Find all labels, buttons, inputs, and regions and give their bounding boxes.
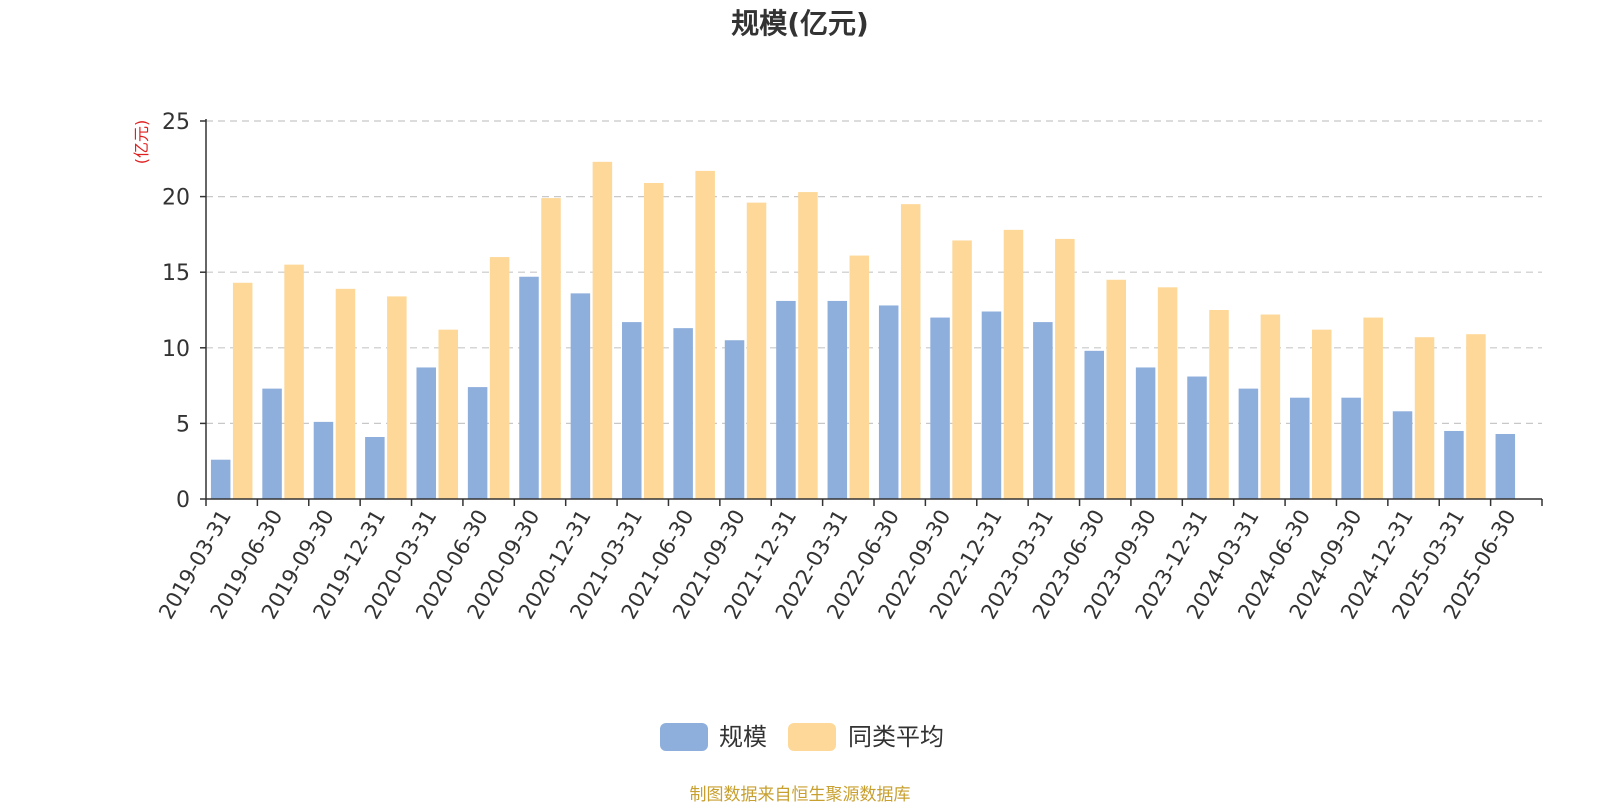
y-tick-label: 15 xyxy=(162,261,190,286)
bar-scale xyxy=(930,317,950,499)
y-tick-labels: 0 5 10 15 20 25 xyxy=(162,110,190,513)
bar-average xyxy=(644,182,664,499)
y-tick-label: 25 xyxy=(162,110,190,135)
bar-scale xyxy=(313,421,334,499)
bar-average xyxy=(1363,317,1383,499)
bar-average xyxy=(541,198,561,499)
bar-average xyxy=(387,296,407,499)
bar-average xyxy=(592,161,613,499)
bar-scale xyxy=(210,459,231,499)
legend-label-average: 同类平均 xyxy=(848,723,944,751)
bar-average xyxy=(1414,337,1435,499)
bar-average xyxy=(232,282,253,499)
legend-label-scale: 规模 xyxy=(719,723,767,751)
bar-scale xyxy=(724,340,745,499)
bar-scale xyxy=(416,367,436,499)
bar-scale xyxy=(1495,433,1516,499)
y-tick-label: 20 xyxy=(162,186,190,211)
bar-scale xyxy=(878,305,899,499)
bar-scale xyxy=(1084,350,1104,499)
bar-scale xyxy=(622,322,642,499)
bar-scale xyxy=(1135,367,1156,499)
bar-average xyxy=(438,329,458,499)
bar-scale xyxy=(1238,388,1259,499)
bar-scale xyxy=(1444,430,1464,499)
legend: 规模 同类平均 xyxy=(660,723,944,751)
y-tick-label: 5 xyxy=(176,412,190,437)
bar-scale xyxy=(1290,397,1310,499)
bar-scale xyxy=(1033,322,1053,499)
y-tick-label: 10 xyxy=(162,337,190,362)
bar-scale xyxy=(467,387,488,499)
bar-scale xyxy=(1392,411,1413,499)
bar-average xyxy=(900,204,921,499)
bar-scale xyxy=(1341,397,1361,499)
y-tick-label: 0 xyxy=(176,488,190,513)
bar-average xyxy=(1312,329,1332,499)
bar-average xyxy=(1260,314,1281,499)
bar-average xyxy=(746,202,767,499)
bars xyxy=(210,161,1516,499)
bar-scale xyxy=(519,276,539,499)
x-tick-labels: 2019-03-312019-06-302019-09-302019-12-31… xyxy=(154,505,1520,623)
legend-swatch-scale xyxy=(660,723,708,751)
bar-scale xyxy=(262,388,282,499)
bar-average xyxy=(1466,334,1486,499)
chart-title: 规模(亿元) xyxy=(731,7,869,40)
bar-scale xyxy=(365,437,385,499)
bar-average xyxy=(335,288,356,499)
data-source-note: 制图数据来自恒生聚源数据库 xyxy=(689,785,911,805)
bar-scale xyxy=(827,300,848,499)
bar-average xyxy=(849,255,870,499)
axes xyxy=(200,119,1543,506)
y-axis-label: (亿元) xyxy=(132,120,151,165)
bar-average xyxy=(952,240,972,499)
bar-average xyxy=(1055,238,1075,499)
bar-average xyxy=(1157,287,1178,499)
bar-scale xyxy=(570,293,591,499)
bar-scale xyxy=(673,328,693,499)
bar-average xyxy=(489,257,510,499)
bar-average xyxy=(284,264,304,499)
bar-average xyxy=(1003,229,1024,499)
bar-scale xyxy=(776,300,796,499)
bar-average xyxy=(1106,279,1126,499)
bar-average xyxy=(798,192,818,499)
bar-average xyxy=(1209,310,1229,499)
legend-swatch-average xyxy=(788,723,836,751)
bar-scale xyxy=(1187,376,1207,499)
bar-average xyxy=(695,170,715,499)
bar-scale xyxy=(981,311,1002,499)
